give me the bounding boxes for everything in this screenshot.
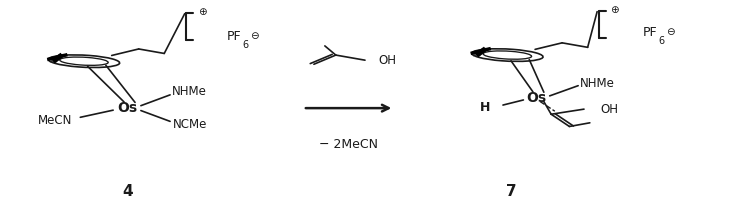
Text: ⊕: ⊕ [198,7,207,17]
Text: Os: Os [118,101,138,115]
Text: 6: 6 [658,36,664,46]
Text: ⊖: ⊖ [666,27,675,37]
Text: H: H [480,101,491,114]
Text: ⊕: ⊕ [610,4,619,15]
Text: PF: PF [642,26,657,39]
Text: PF: PF [226,30,241,43]
Text: NCMe: NCMe [172,118,207,131]
Text: ⊖: ⊖ [250,31,258,41]
Text: 7: 7 [506,184,516,199]
Text: MeCN: MeCN [37,114,72,127]
Text: NHMe: NHMe [172,85,207,98]
Text: OH: OH [378,54,396,67]
Text: 4: 4 [123,184,133,199]
Text: OH: OH [601,103,618,116]
Text: 6: 6 [242,40,248,50]
Text: NHMe: NHMe [580,76,615,90]
Text: Os: Os [526,91,547,105]
Text: − 2MeCN: − 2MeCN [319,138,378,151]
